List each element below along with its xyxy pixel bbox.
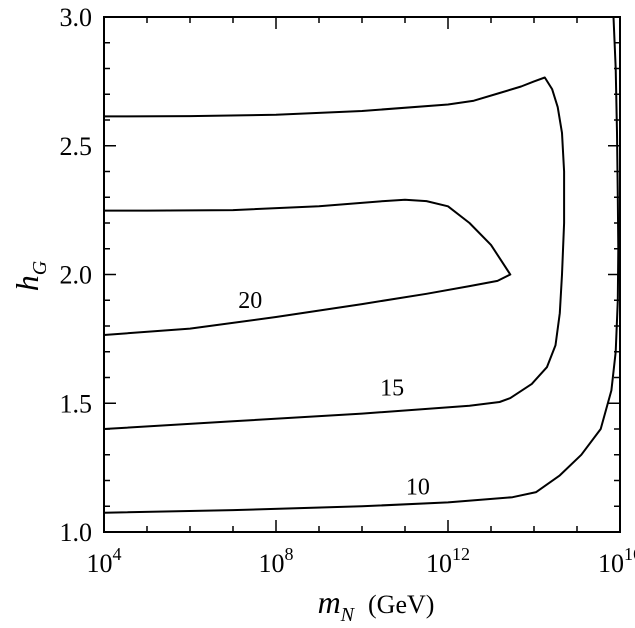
x-tick-label: 104 [87,544,122,578]
x-tick-exponent: 16 [624,544,635,564]
contour-label-15: 15 [380,376,404,402]
y-axis-title: hG [9,260,51,291]
y-tick-label: 1.0 [60,518,93,547]
y-tick-label: 1.5 [60,389,93,418]
x-axis-title: mN (GeV) [318,584,435,626]
x-tick-base: 10 [259,549,285,578]
x-tick-exponent: 12 [452,544,470,564]
x-axis-subscript: N [340,604,356,626]
plot-frame [103,16,621,533]
y-axis-symbol: h [9,275,45,291]
y-tick-label: 2.5 [60,132,93,161]
x-tick-exponent: 8 [285,544,294,564]
y-tick-label: 3.0 [60,3,93,32]
contour-line-20 [103,198,512,336]
contour-lines [103,16,620,514]
x-axis-symbol: m [318,584,341,620]
y-axis-tick-labels: 1.0 1.5 2.0 2.5 3.0 [60,3,93,547]
x-tick-exponent: 4 [113,544,122,564]
x-tick-base: 10 [598,549,624,578]
y-axis-ticks [104,16,620,533]
x-tick-label: 108 [259,544,294,578]
contour-line-15 [103,76,566,430]
contour-label-20: 20 [238,288,262,314]
x-axis-tick-labels: 10410810121016 [87,544,635,578]
contour-label-10: 10 [406,475,430,501]
x-axis-unit: (GeV) [368,590,434,619]
y-tick-label: 2.0 [60,261,93,290]
x-tick-label: 1016 [598,544,635,578]
x-tick-base: 10 [87,549,113,578]
contour-line-10 [103,16,620,514]
x-tick-base: 10 [426,549,452,578]
x-tick-label: 1012 [426,544,470,578]
contour-labels: 20 15 10 [238,288,430,501]
x-axis-ticks [103,17,621,532]
y-axis-subscript: G [29,260,51,275]
